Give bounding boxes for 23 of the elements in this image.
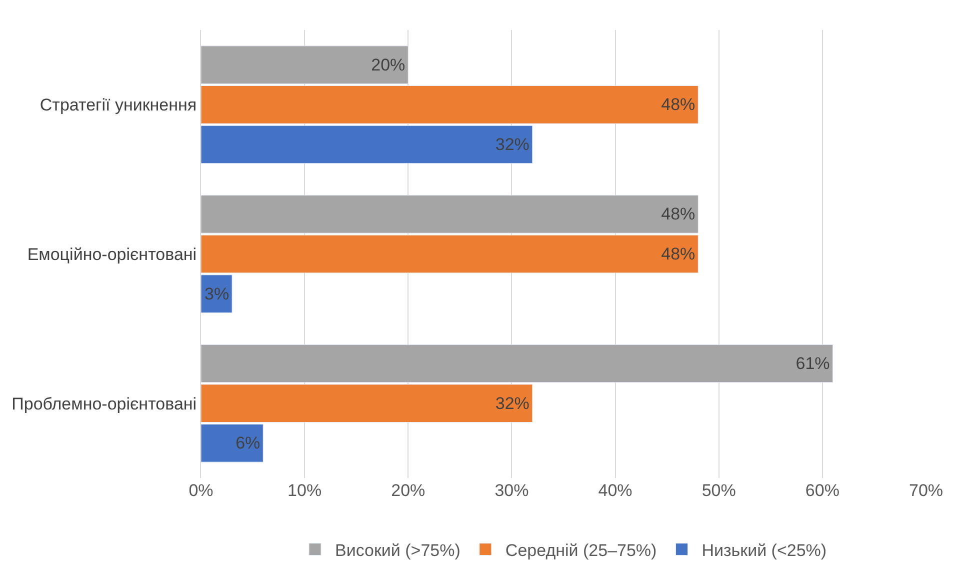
x-tick-label: 40% [598,481,632,500]
x-tick-label: 50% [702,481,736,500]
x-tick-label: 30% [494,481,529,500]
x-tick-label: 10% [288,481,322,500]
data-label: 48% [661,95,696,114]
data-label: 20% [371,55,406,74]
legend-label: Низький (<25%) [702,540,827,560]
y-tick-label: Стратегії уникнення [40,96,197,115]
data-label: 48% [661,204,696,224]
legend-label: Середній (25–75%) [505,540,657,560]
data-label: 48% [661,244,696,264]
x-tick-label: 60% [805,481,840,500]
data-label: 3% [204,284,230,304]
x-tick-label: 20% [391,481,426,500]
data-label: 6% [236,434,260,453]
x-tick-label: 0% [188,481,214,500]
data-label: 61% [796,354,830,374]
legend-label: Високий (>75%) [335,540,460,560]
y-tick-label: Емоційно-орієнтовані [27,244,197,264]
data-label: 32% [495,394,530,413]
y-tick-label: Проблемно-орієнтовані [12,394,197,414]
x-tick-label: 70% [908,481,944,500]
data-label: 32% [495,134,530,154]
